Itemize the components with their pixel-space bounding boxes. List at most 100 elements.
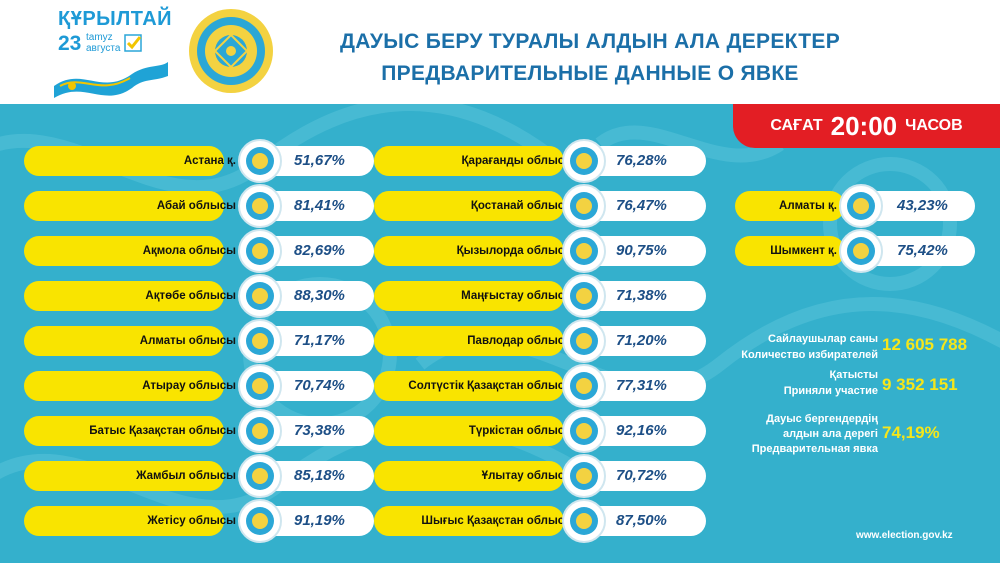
participated-label-ru: Приняли участие bbox=[783, 385, 878, 397]
region-pill-bg bbox=[374, 191, 564, 221]
region-pill-bg bbox=[374, 281, 564, 311]
region-row: Ақтөбе облысы 88,30% bbox=[24, 274, 374, 318]
region-name: Шымкент қ. bbox=[770, 245, 837, 257]
atyrau-emblem-icon bbox=[238, 364, 282, 408]
title-kz: ДАУЫС БЕРУ ТУРАЛЫ АЛДЫН АЛА ДЕРЕКТЕР bbox=[339, 30, 841, 53]
region-row: Маңғыстау облысы 71,38% bbox=[374, 274, 706, 318]
region-name: Атырау облысы bbox=[142, 380, 236, 392]
region-name: Солтүстік Қазақстан облысы bbox=[408, 380, 574, 392]
region-row: Қызылорда облысы 90,75% bbox=[374, 229, 706, 273]
region-pill-bg bbox=[24, 506, 224, 536]
region-name: Жамбыл облысы bbox=[136, 470, 236, 482]
turnout-value: 87,50% bbox=[616, 512, 667, 529]
region-name: Батыс Қазақстан облысы bbox=[89, 425, 236, 437]
turnout-label-kz2: алдын ала дерегі bbox=[782, 428, 878, 440]
region-row: Солтүстік Қазақстан облысы 77,31% bbox=[374, 364, 706, 408]
abai-emblem-icon bbox=[238, 184, 282, 228]
participated-value: 9 352 151 bbox=[882, 375, 958, 394]
time-suffix: ЧАСОВ bbox=[905, 117, 963, 134]
time-badge: САҒАТ 20:00 ЧАСОВ bbox=[733, 104, 1000, 148]
pavlodar-emblem-icon bbox=[562, 319, 606, 363]
karaganda-emblem-icon bbox=[562, 139, 606, 183]
region-name: Шығыс Қазақстан облысы bbox=[421, 515, 574, 527]
region-row: Жамбыл облысы 85,18% bbox=[24, 454, 374, 498]
region-name: Павлодар облысы bbox=[467, 335, 574, 347]
north-kazakhstan-emblem-icon bbox=[562, 364, 606, 408]
turnout-value: 91,19% bbox=[294, 512, 345, 529]
turnout-value: 71,17% bbox=[294, 332, 345, 349]
region-pill-bg bbox=[374, 461, 564, 491]
turnout-value: 71,38% bbox=[616, 287, 667, 304]
region-row: Қостанай облысы 76,47% bbox=[374, 184, 706, 228]
region-row: Астана қ. 51,67% bbox=[24, 139, 374, 183]
region-row: Абай облысы 81,41% bbox=[24, 184, 374, 228]
turnout-value: 74,19% bbox=[882, 423, 940, 442]
region-pill-bg bbox=[24, 146, 224, 176]
participated-label-kz: Қатысты bbox=[829, 369, 878, 381]
turnout-value: 88,30% bbox=[294, 287, 345, 304]
website-link[interactable]: www.election.gov.kz bbox=[856, 530, 953, 541]
aktobe-emblem-icon bbox=[238, 274, 282, 318]
region-pill-bg bbox=[735, 236, 845, 266]
kurultai-day: 23 bbox=[58, 32, 82, 55]
region-row: Атырау облысы 70,74% bbox=[24, 364, 374, 408]
turnout-value: 81,41% bbox=[294, 197, 345, 214]
checkmark-icon bbox=[124, 34, 142, 52]
kurultai-month-ru: августа bbox=[86, 43, 121, 54]
region-name: Қостанай облысы bbox=[470, 200, 574, 212]
astana-emblem-icon bbox=[238, 139, 282, 183]
turnout-value: 77,31% bbox=[616, 377, 667, 394]
region-row: Батыс Қазақстан облысы 73,38% bbox=[24, 409, 374, 453]
region-pill-bg bbox=[374, 146, 564, 176]
region-pill-bg bbox=[24, 281, 224, 311]
time-value: 20:00 bbox=[830, 110, 898, 141]
region-name: Ақтөбе облысы bbox=[145, 290, 236, 302]
region-name: Қызылорда облысы bbox=[456, 245, 574, 257]
region-row: Алматы облысы 71,17% bbox=[24, 319, 374, 363]
flag-ribbon-icon bbox=[54, 62, 168, 98]
region-row: Алматы қ. 43,23% bbox=[735, 184, 975, 228]
turnout-value: 70,74% bbox=[294, 377, 345, 394]
region-row: Ұлытау облысы 70,72% bbox=[374, 454, 706, 498]
turnout-value: 75,42% bbox=[897, 242, 948, 259]
kurultai-logo: ҚҰРЫЛТАЙ 23 tamyz августа bbox=[52, 6, 172, 98]
region-pill-bg bbox=[24, 236, 224, 266]
region-row: Қарағанды облысы 76,28% bbox=[374, 139, 706, 183]
region-pill-bg bbox=[735, 191, 845, 221]
region-pill-bg bbox=[24, 191, 224, 221]
turnout-value: 76,47% bbox=[616, 197, 667, 214]
region-name: Абай облысы bbox=[156, 200, 236, 212]
region-name: Ұлытау облысы bbox=[481, 470, 574, 482]
cec-emblem bbox=[189, 9, 273, 93]
region-name: Алматы облысы bbox=[139, 335, 236, 347]
region-pill-bg bbox=[24, 326, 224, 356]
region-pill-bg bbox=[374, 236, 564, 266]
region-pill-bg bbox=[374, 506, 564, 536]
region-name: Астана қ. bbox=[183, 155, 236, 167]
region-pill-bg bbox=[24, 371, 224, 401]
kurultai-title: ҚҰРЫЛТАЙ bbox=[58, 8, 173, 30]
turnout-value: 90,75% bbox=[616, 242, 667, 259]
turnout-label-ru: Предварительная явка bbox=[751, 443, 878, 455]
kostanay-emblem-icon bbox=[562, 184, 606, 228]
region-row: Шығыс Қазақстан облысы 87,50% bbox=[374, 499, 706, 543]
region-row: Ақмола облысы 82,69% bbox=[24, 229, 374, 273]
time-prefix: САҒАТ bbox=[770, 117, 823, 134]
region-name: Алматы қ. bbox=[779, 200, 837, 212]
east-kazakhstan-emblem-icon bbox=[562, 499, 606, 543]
title-ru: ПРЕДВАРИТЕЛЬНЫЕ ДАННЫЕ О ЯВКЕ bbox=[381, 62, 799, 85]
zhetisu-emblem-icon bbox=[238, 499, 282, 543]
turnout-value: 43,23% bbox=[897, 197, 948, 214]
region-pill-bg bbox=[374, 371, 564, 401]
region-row: Шымкент қ. 75,42% bbox=[735, 229, 975, 273]
region-pill-bg bbox=[374, 416, 564, 446]
region-name: Ақмола облысы bbox=[142, 245, 236, 257]
region-row: Павлодар облысы 71,20% bbox=[374, 319, 706, 363]
akmola-emblem-icon bbox=[238, 229, 282, 273]
region-name: Маңғыстау облысы bbox=[461, 290, 574, 302]
main-panel: Астана қ. 51,67% Абай облысы 81,41% Ақмола о… bbox=[0, 104, 1000, 563]
turnout-value: 70,72% bbox=[616, 467, 667, 484]
ulytau-emblem-icon bbox=[562, 454, 606, 498]
region-row: Жетісу облысы 91,19% bbox=[24, 499, 374, 543]
region-name: Түркістан облысы bbox=[468, 425, 574, 437]
